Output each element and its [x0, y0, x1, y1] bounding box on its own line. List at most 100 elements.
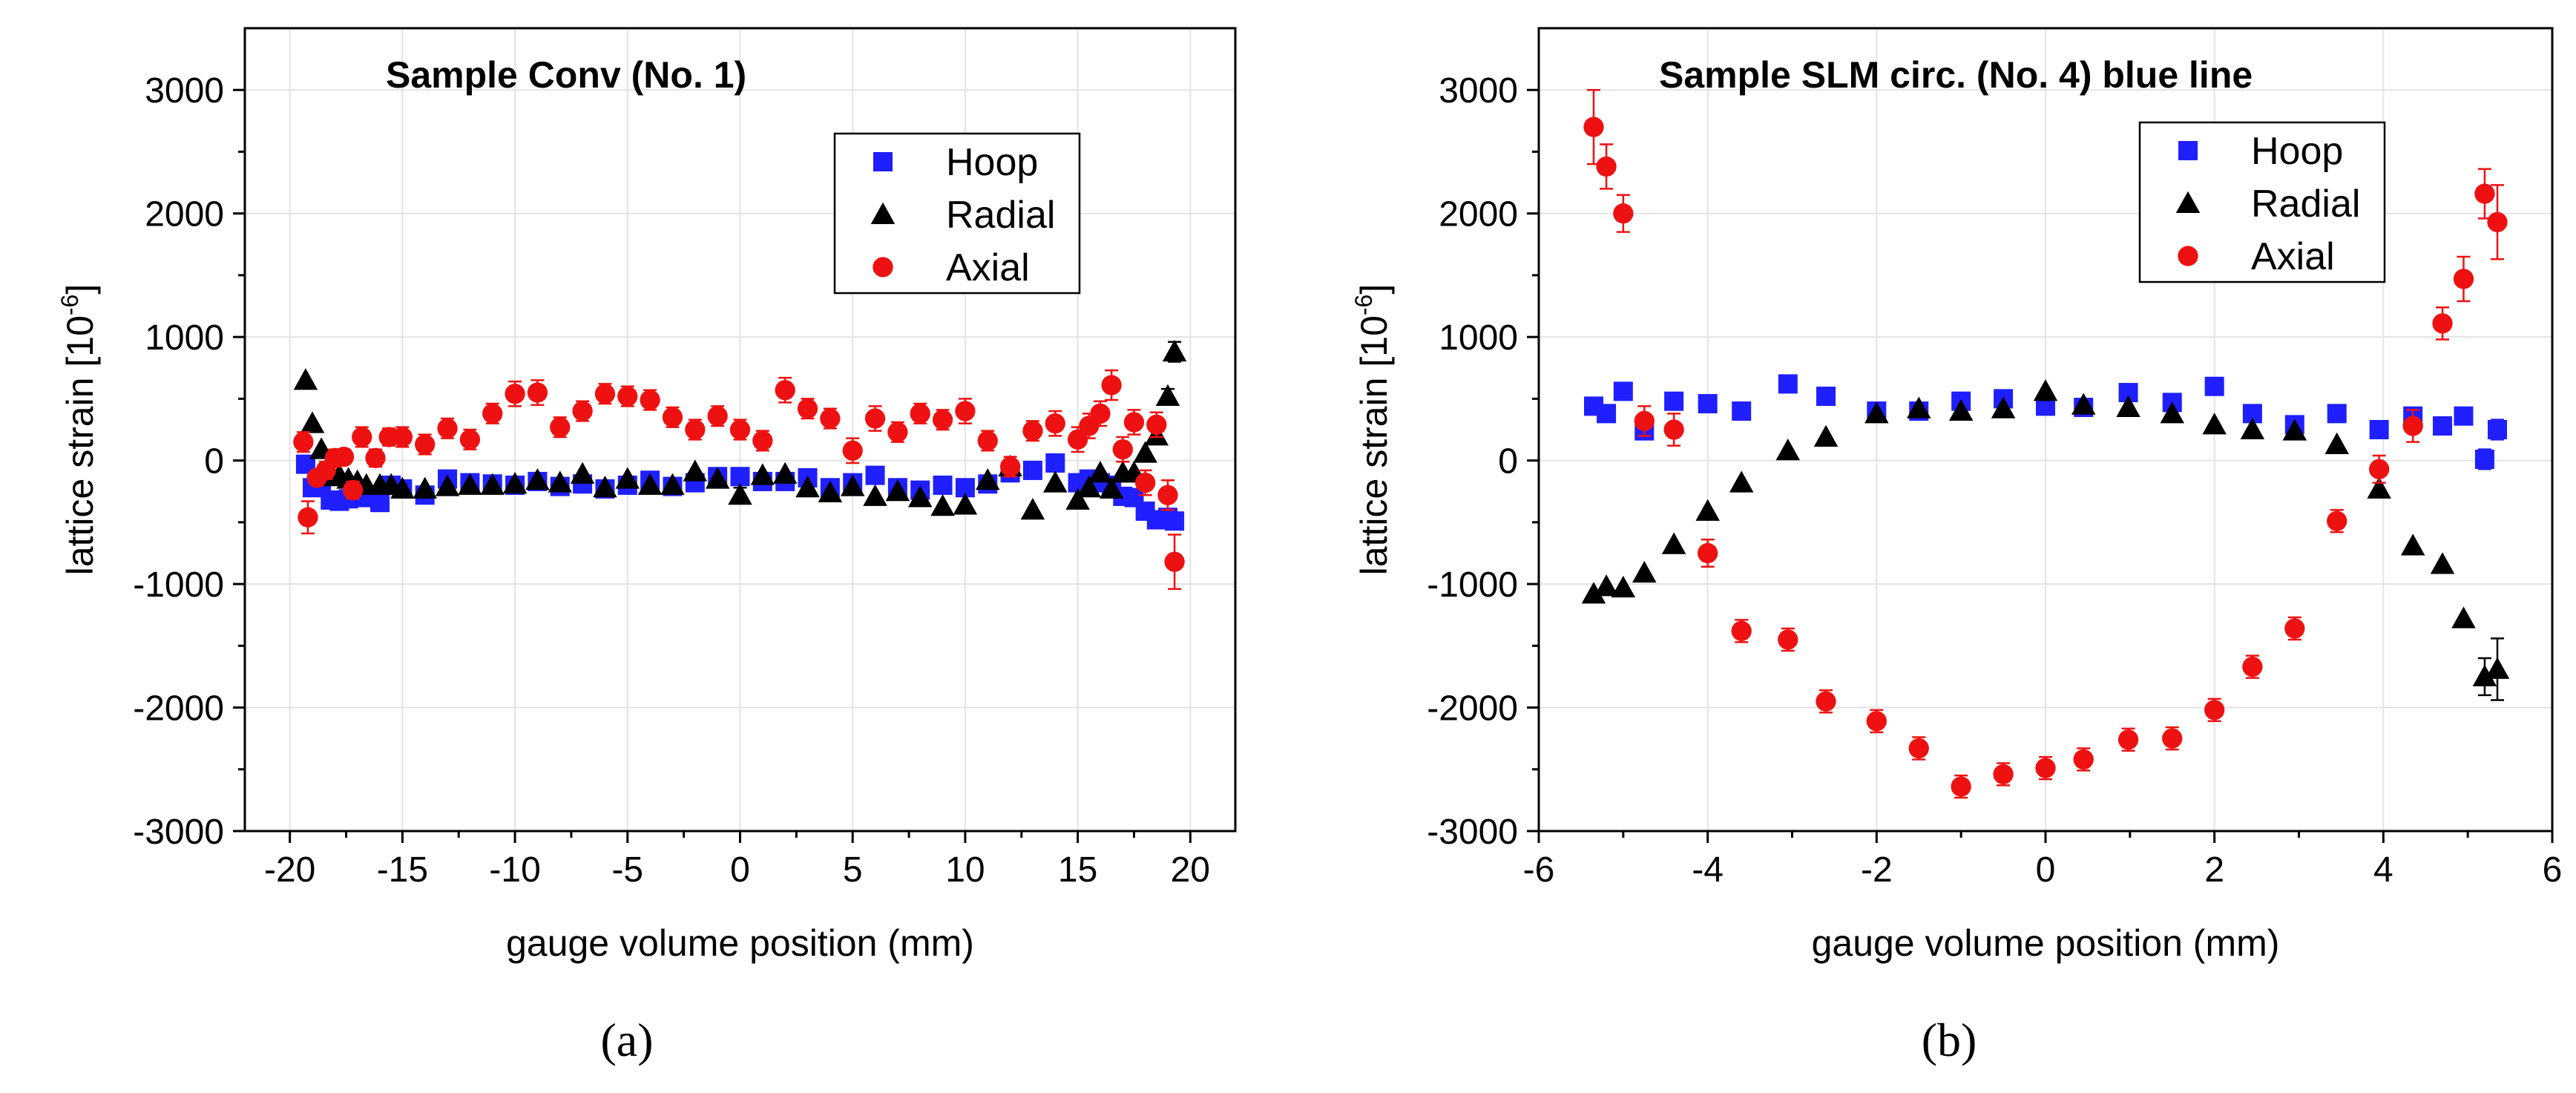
chart-a-radial-point — [593, 475, 617, 498]
chart-b-axial-point — [2162, 728, 2183, 749]
chart-b-x-tick-label: 2 — [2204, 850, 2224, 890]
chart-a-title: Sample Conv (No. 1) — [386, 54, 746, 96]
chart-b-axial-point — [2453, 269, 2474, 289]
chart-a-radial-point — [1020, 497, 1045, 520]
chart-a-radial-point — [772, 462, 798, 484]
chart-b-y-axis-label: lattice strain [10-6] — [1350, 284, 1395, 576]
chart-a-x-tick-label: -10 — [489, 850, 540, 890]
chart-a-axial-point — [1067, 429, 1088, 450]
chart-a-axial-point — [1022, 421, 1043, 442]
chart-a-axial-point — [293, 431, 314, 453]
chart-a-radial-point — [413, 476, 437, 499]
chart-b-radial-point — [2033, 379, 2058, 401]
chart-b-y-tick-label: 1000 — [1439, 318, 1518, 358]
chart-b-hoop-point — [2327, 404, 2347, 424]
chart-b-hoop-point — [1613, 381, 1633, 401]
chart-b-axial-point — [2284, 618, 2305, 639]
chart-b-axial-point — [1731, 620, 1752, 641]
chart-a-radial-point — [1162, 339, 1187, 362]
chart-a-axial-point — [887, 421, 908, 442]
chart-b-x-tick-label: -6 — [1523, 850, 1555, 890]
chart-b-axial-point — [1613, 203, 1634, 224]
chart-b-radial-point — [1907, 396, 1931, 419]
chart-a-axial-point — [932, 410, 953, 430]
chart-b-axial-point — [2487, 211, 2508, 232]
chart-a-axial-point — [415, 434, 436, 455]
chart-a-axial-point — [797, 398, 818, 419]
chart-b-radial-point — [1695, 499, 1720, 521]
chart-a-axial-point — [1134, 472, 1156, 493]
chart-a-axial-point — [527, 382, 548, 403]
chart-b-hoop-point — [1778, 374, 1798, 394]
chart-b-radial-point — [2071, 393, 2096, 415]
chart-a-hoop-point — [370, 493, 390, 513]
chart-b-x-tick-label: 0 — [2036, 850, 2056, 890]
chart-a-radial-point — [1088, 461, 1113, 483]
chart-a-axial-point — [1123, 412, 1145, 433]
chart-b-svg: -3000 -2000 -1000 0 1000 2000 3000 -6 -4 -2 0 2 4 6 ga… — [1350, 27, 2563, 964]
chart-a-axial-point — [685, 419, 706, 440]
chart-b-radial-point — [2240, 417, 2265, 439]
chart-b-legend-marker-hoop — [2178, 141, 2198, 160]
chart-a-y-axis-label: lattice strain [10-6] — [56, 284, 101, 576]
chart-b-series-axial — [1583, 88, 2508, 799]
chart-a-axial-point — [977, 430, 998, 451]
chart-b-x-tick-label: -4 — [1692, 850, 1724, 890]
chart-a-y-tick-label: -3000 — [133, 813, 224, 852]
chart-b-axial-point — [1583, 116, 1604, 137]
chart-a-axial-point — [365, 447, 386, 468]
chart-b-hoop-point — [1816, 387, 1836, 407]
chart-a-y-tick-label: 0 — [204, 442, 224, 482]
chart-b-radial-point — [2116, 395, 2140, 418]
chart-b-axial-point — [2432, 313, 2453, 334]
chart-a-axial-point — [550, 417, 571, 438]
chart-b-axial-point — [1951, 776, 1971, 797]
chart-b-radial-point — [1632, 560, 1657, 583]
chart-a-hoop-point — [933, 475, 953, 495]
chart-a-y-tick-label: 1000 — [145, 318, 224, 358]
chart-a-radial-point — [390, 476, 415, 499]
chart-a-y-axis-label-close: ] — [59, 284, 101, 295]
chart-a-hoop-point — [1022, 460, 1042, 480]
chart-b-x-tick-label: 4 — [2373, 850, 2393, 890]
chart-b-axial-point — [1866, 711, 1887, 732]
chart-a-y-axis-label-base: lattice strain [10 — [59, 315, 101, 575]
chart-b-radial-point — [1581, 582, 1606, 604]
chart-b-y-axis-label-base: lattice strain [10 — [1353, 315, 1395, 575]
chart-b-legend-label-radial: Radial — [2251, 183, 2360, 226]
chart-a-axial-point — [594, 384, 616, 404]
chart-a-radial-point — [750, 463, 775, 485]
chart-a-x-tick-label: -5 — [611, 850, 643, 890]
chart-a-x-tick-label: 20 — [1171, 850, 1210, 890]
chart-a-axial-point — [1101, 375, 1122, 395]
chart-a-x-tick-label: 15 — [1058, 850, 1097, 890]
chart-a-axial-point — [864, 408, 886, 429]
chart-b-y-axis-label-exp: -6 — [1350, 295, 1377, 315]
chart-a-radial-point — [525, 467, 550, 490]
chart-b-radial-point — [1594, 574, 1619, 597]
chart-b-radial-point — [2324, 432, 2349, 454]
chart-b-radial-point — [2202, 413, 2227, 435]
chart-a-radial-point — [1077, 475, 1102, 498]
chart-a-radial-point — [930, 493, 955, 516]
chart-a-radial-point — [907, 485, 933, 508]
chart-a-axial-point — [1164, 551, 1185, 572]
chart-a-legend-marker-hoop — [873, 152, 893, 171]
chart-b-axial-point — [2242, 656, 2263, 677]
chart-b-hoop-point — [2433, 416, 2453, 436]
chart-a-axial-point — [298, 507, 318, 528]
chart-b-axial-point — [1634, 410, 1655, 431]
chart-a-y-tick-label: -2000 — [133, 689, 224, 729]
chart-b-x-tick-label: 6 — [2543, 850, 2563, 890]
chart-b-axial-point — [1698, 542, 1718, 564]
chart-a-hoop-point — [1045, 453, 1065, 473]
chart-a-axial-point — [910, 403, 930, 424]
chart-a-x-tick-label: 10 — [945, 850, 985, 890]
chart-b-axial-point — [2368, 459, 2390, 479]
chart-b-axial-point — [2073, 749, 2094, 770]
chart-a-axial-point — [352, 427, 372, 447]
chart-b-axial-point — [2402, 416, 2423, 436]
chart-a-radial-point — [458, 473, 482, 495]
chart-a-radial-point — [1133, 441, 1157, 463]
chart-b-axial-point — [1778, 629, 1798, 650]
